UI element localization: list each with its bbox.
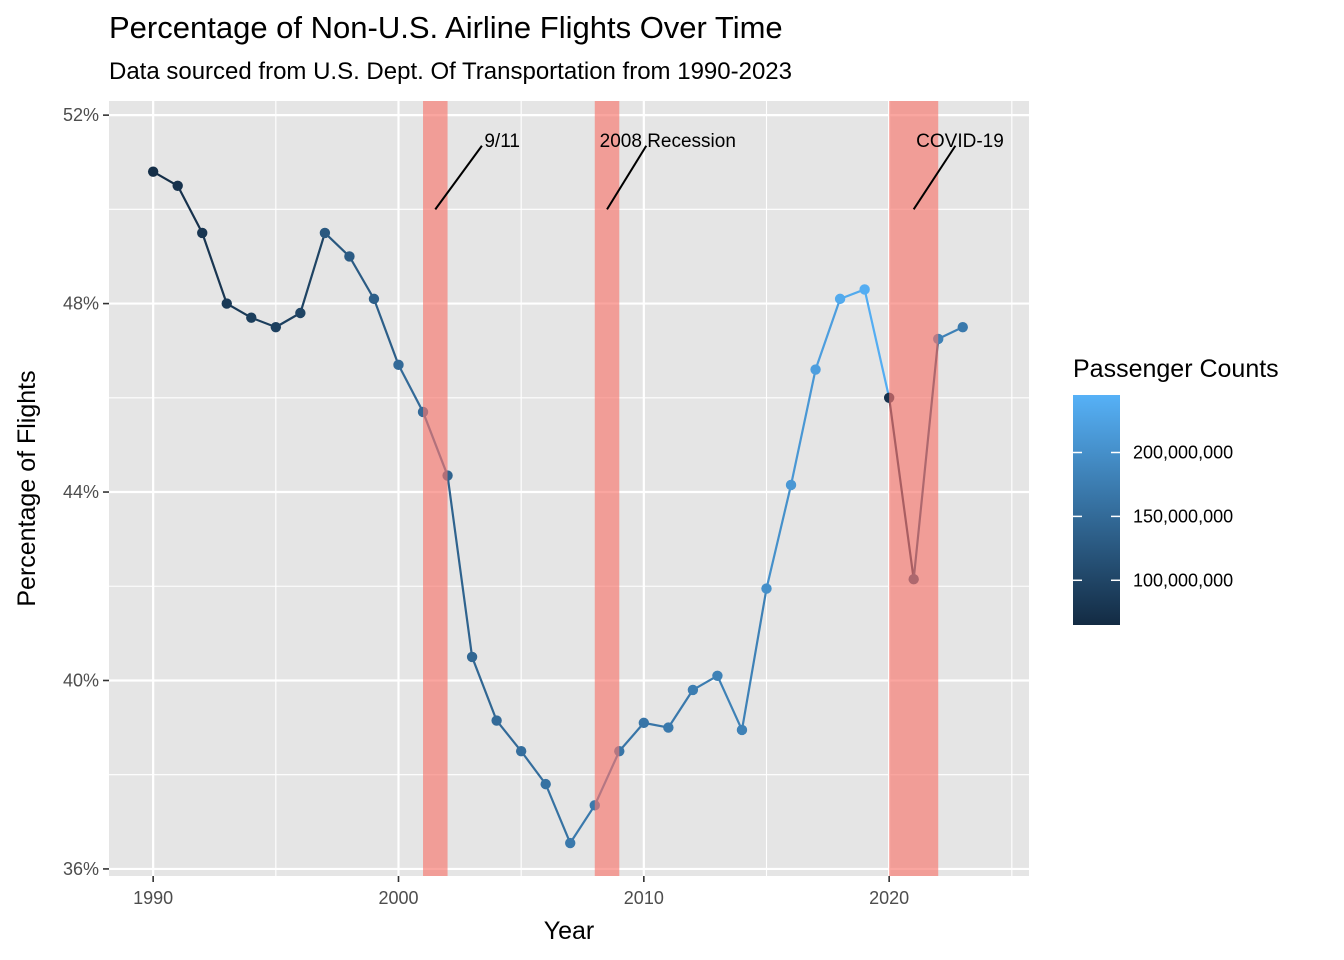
data-point: [319, 227, 331, 239]
data-point: [466, 651, 478, 663]
chart-subtitle: Data sourced from U.S. Dept. Of Transpor…: [109, 58, 792, 85]
annotations: 9/11 2008 Recession COVID-19: [434, 131, 1004, 210]
data-point: [957, 321, 968, 333]
axes: 1990 2000 2010 2020 36% 40% 44% 48% 52%: [63, 105, 909, 908]
data-point: [515, 745, 527, 757]
line-segment: [863, 288, 891, 399]
line-segment: [323, 231, 351, 258]
line-segment: [397, 363, 425, 414]
legend-break-label: 200,000,000: [1133, 443, 1233, 463]
x-tick-label: 2000: [378, 888, 418, 908]
y-tick-label: 52%: [63, 105, 99, 125]
line-segment: [716, 674, 744, 732]
shaded-period: [423, 101, 448, 876]
data-point: [736, 724, 748, 736]
line-segment: [618, 721, 645, 753]
data-point: [540, 778, 551, 790]
line-segment: [348, 255, 376, 300]
line-segment: [667, 688, 694, 729]
y-tick-label: 36%: [63, 859, 99, 879]
data-point: [393, 359, 404, 371]
y-axis-title: Percentage of Flights: [13, 370, 41, 606]
data-point: [172, 180, 183, 192]
line-segment: [789, 368, 817, 487]
shaded-periods-overlay: [423, 101, 939, 876]
legend-title: Passenger Counts: [1073, 355, 1279, 383]
data-point: [368, 293, 380, 305]
line-segment: [446, 474, 474, 659]
annotation-label: 2008 Recession: [600, 131, 736, 152]
line-segment: [569, 804, 596, 845]
data-point: [246, 312, 257, 323]
data-point: [687, 684, 699, 696]
data-point: [565, 837, 576, 849]
data-point: [147, 166, 159, 177]
shaded-period: [594, 101, 620, 876]
line-segment: [814, 297, 842, 371]
line-segment: [176, 184, 204, 235]
y-tick-label: 48%: [63, 294, 99, 314]
x-axis-title: Year: [544, 917, 595, 945]
x-tick-label: 2010: [624, 888, 664, 908]
data-point: [810, 364, 821, 375]
line-segment: [299, 231, 326, 315]
y-tick-label: 40%: [63, 670, 99, 690]
legend-colorbar: [1073, 395, 1120, 625]
line-segment: [765, 483, 793, 590]
data-point: [221, 298, 232, 309]
annotation-pointer: [434, 145, 483, 210]
data-point: [785, 479, 797, 491]
data-point: [712, 670, 723, 681]
series-points: [147, 166, 968, 849]
data-point: [638, 717, 650, 729]
data-point: [859, 284, 870, 295]
shaded-period: [889, 101, 939, 876]
line-segment: [740, 587, 768, 732]
color-legend: Passenger Counts 100,000,000 150,000,000 2…: [1073, 355, 1279, 625]
grid-lines: [109, 101, 1029, 876]
data-point: [344, 251, 355, 262]
legend-break-label: 100,000,000: [1133, 570, 1233, 590]
line-segment: [372, 297, 400, 366]
data-point: [295, 307, 306, 319]
data-point: [197, 227, 208, 239]
plot-panel: [109, 101, 1029, 876]
data-point: [491, 715, 502, 726]
annotation-pointer: [606, 145, 648, 210]
line-segment: [544, 783, 572, 845]
line-segment: [520, 750, 547, 786]
annotation-pointer: [912, 145, 957, 210]
data-point: [761, 583, 772, 594]
data-point: [834, 293, 846, 305]
y-tick-label: 44%: [63, 482, 99, 502]
legend-break-label: 150,000,000: [1133, 506, 1233, 526]
line-segment: [470, 655, 498, 722]
x-tick-label: 1990: [133, 888, 173, 908]
chart-title: Percentage of Non-U.S. Airline Flights O…: [109, 10, 783, 45]
x-tick-label: 2020: [869, 888, 909, 908]
annotation-label: COVID-19: [916, 131, 1004, 152]
data-point: [663, 722, 674, 733]
annotation-label: 9/11: [484, 131, 520, 152]
line-segment: [495, 719, 523, 753]
data-point: [270, 321, 282, 333]
line-segment: [201, 231, 228, 305]
